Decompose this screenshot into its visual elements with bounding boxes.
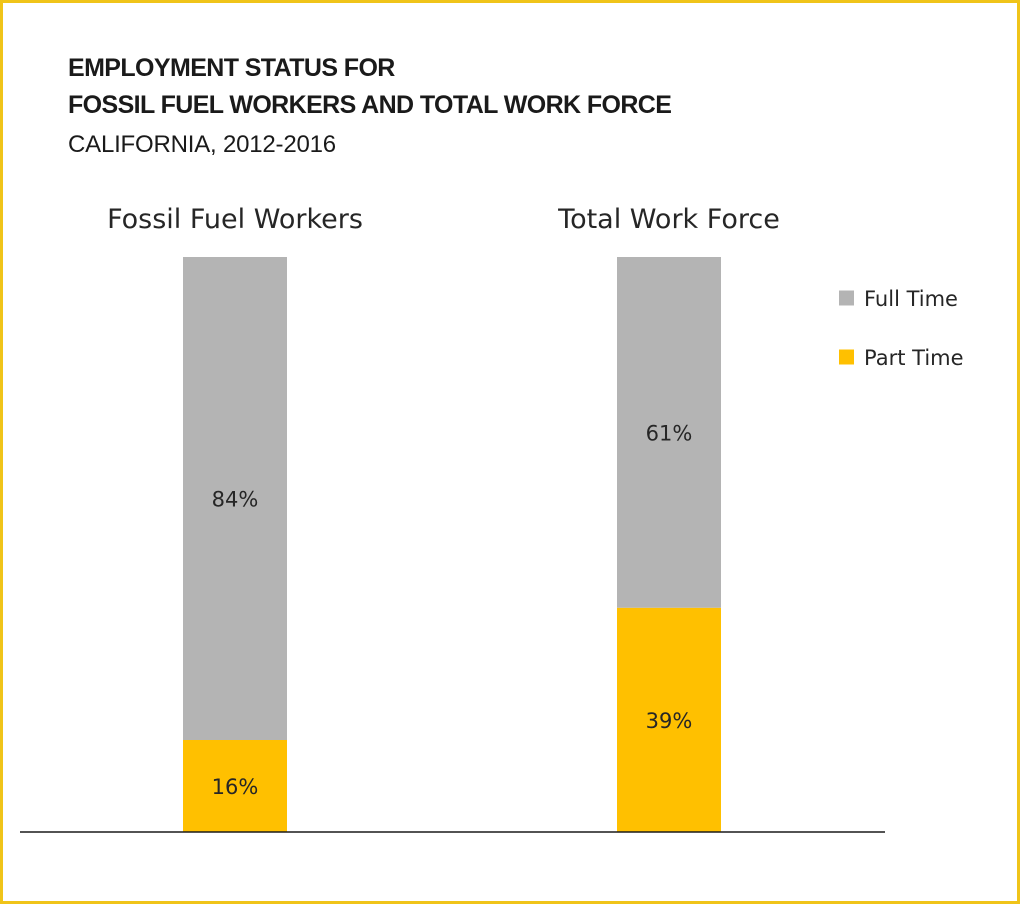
legend-label-full-time: Full Time <box>864 287 958 311</box>
data-label-total-work-force-full-time: 61% <box>646 421 693 445</box>
legend-label-part-time: Part Time <box>864 346 964 370</box>
category-labels-group: Fossil Fuel Workers Total Work Force <box>107 204 780 235</box>
category-label-total-work-force: Total Work Force <box>557 204 780 235</box>
legend-swatch-full-time <box>839 290 854 306</box>
chart-subtitle: CALIFORNIA, 2012-2016 <box>68 131 336 158</box>
bar-total-work-force-part-time <box>617 607 721 832</box>
chart-title-line-1: EMPLOYMENT STATUS FOR <box>68 54 395 82</box>
bar-total-work-force-full-time <box>617 257 721 608</box>
legend-swatch-part-time <box>839 349 854 365</box>
segment-labels-group: 16% 84% 39% 61% <box>212 421 693 799</box>
data-label-total-work-force-part-time: 39% <box>646 709 693 733</box>
chart-title-line-2: FOSSIL FUEL WORKERS AND TOTAL WORK FORCE <box>68 91 672 119</box>
bar-fossil-fuel-workers-full-time <box>183 257 287 740</box>
bars-group <box>183 257 721 832</box>
data-label-fossil-fuel-workers-full-time: 84% <box>212 488 259 512</box>
category-label-fossil-fuel-workers: Fossil Fuel Workers <box>107 204 363 235</box>
data-label-fossil-fuel-workers-part-time: 16% <box>212 775 259 799</box>
legend: Full Time Part Time <box>839 287 964 370</box>
chart-title: EMPLOYMENT STATUS FOR FOSSIL FUEL WORKER… <box>68 50 672 124</box>
bar-fossil-fuel-workers-part-time <box>183 740 287 832</box>
